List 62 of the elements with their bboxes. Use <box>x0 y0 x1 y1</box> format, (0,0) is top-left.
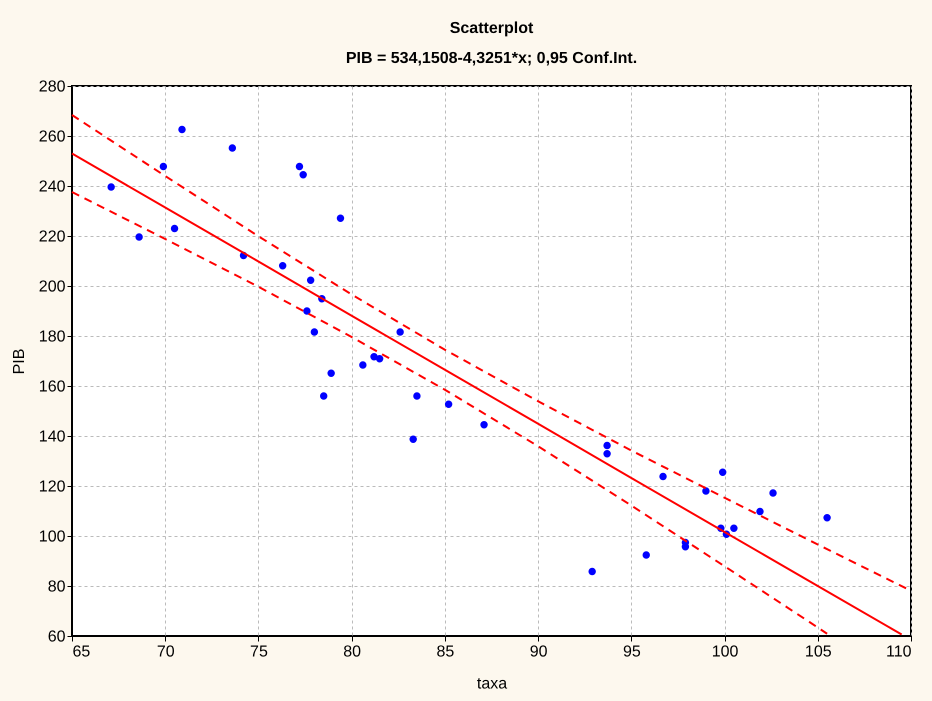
point <box>718 468 726 476</box>
point <box>306 276 314 284</box>
point <box>320 392 328 400</box>
chart-title: Scatterplot <box>450 20 534 37</box>
x-tick-label: 80 <box>343 644 362 660</box>
point <box>107 183 115 191</box>
y-tick-label: 80 <box>48 578 66 596</box>
point <box>376 355 384 362</box>
y-tick-label: 120 <box>38 478 66 496</box>
point <box>756 508 764 516</box>
line-series <box>71 152 903 636</box>
x-tick-label: 70 <box>156 644 175 660</box>
chart-subtitle: PIB = 534,1508-4,3251*x; 0,95 Conf.Int. <box>346 50 638 67</box>
x-tick-label: 90 <box>530 644 548 660</box>
y-tick-label: 220 <box>38 228 66 246</box>
point <box>327 370 335 377</box>
point <box>682 543 690 550</box>
x-tick-label: 100 <box>712 644 738 660</box>
y-tick-label: 160 <box>38 378 66 396</box>
x-tick-label: 85 <box>436 644 454 660</box>
x-tick-label: 105 <box>804 644 832 660</box>
point <box>642 551 650 559</box>
point <box>444 400 452 408</box>
y-axis-title: PIB <box>10 348 28 374</box>
y-tick-label: 200 <box>38 278 66 296</box>
x-tick-label: 75 <box>250 644 268 660</box>
point <box>336 214 344 222</box>
point <box>702 487 710 495</box>
point <box>178 126 186 134</box>
point <box>135 233 143 241</box>
y-tick-label: 180 <box>38 328 66 346</box>
point <box>603 450 611 458</box>
point <box>396 328 404 336</box>
y-tick-label: 260 <box>38 128 66 146</box>
x-axis-title: taxa <box>476 676 508 692</box>
point <box>303 307 311 315</box>
y-tick-label: 100 <box>38 528 66 546</box>
point <box>413 392 421 400</box>
y-tick-label: 240 <box>38 178 66 196</box>
point <box>603 442 611 450</box>
point <box>359 361 367 369</box>
point <box>278 262 286 270</box>
point <box>730 524 738 532</box>
point <box>823 514 831 522</box>
point <box>160 162 168 170</box>
x-tick-label: 110 <box>886 644 912 660</box>
point <box>480 421 488 428</box>
point <box>659 472 667 480</box>
point <box>170 224 178 232</box>
point <box>588 568 596 576</box>
y-tick-label: 280 <box>38 78 66 96</box>
x-tick-label: 65 <box>72 644 90 660</box>
point <box>409 436 417 443</box>
x-tick-label: 95 <box>622 644 641 660</box>
point <box>228 144 236 152</box>
point <box>299 171 307 178</box>
y-tick-label: 60 <box>48 628 66 646</box>
point <box>769 489 777 497</box>
y-tick-label: 140 <box>38 428 66 446</box>
line-series <box>71 191 828 635</box>
point <box>310 328 318 336</box>
point <box>296 162 304 170</box>
